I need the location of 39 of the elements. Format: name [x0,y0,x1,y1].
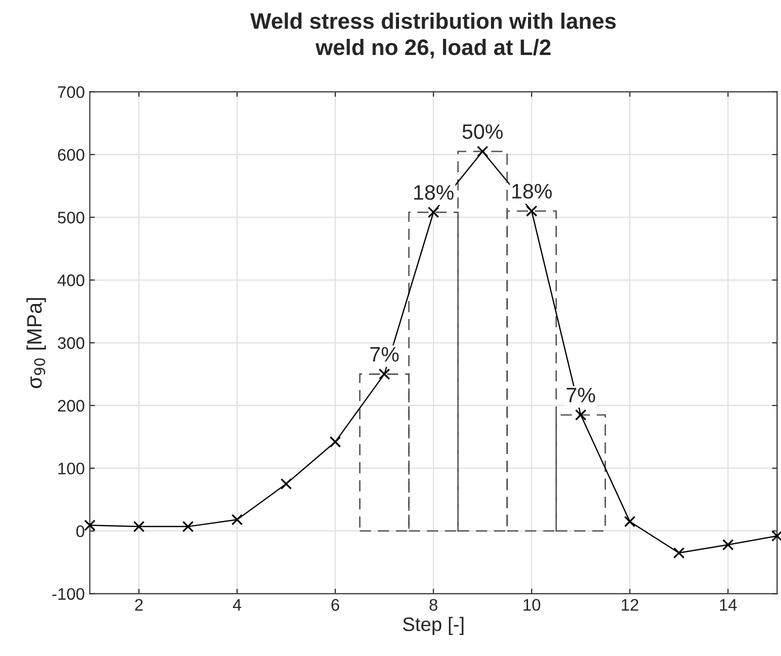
x-axis-title: Step [-] [403,616,464,635]
x-tick-label: 2 [135,598,143,611]
annotation: 18% [414,185,454,200]
y-tick-label: 300 [58,337,84,349]
x-tick-label: 10 [524,598,540,611]
point [526,205,538,217]
point [428,206,440,218]
annotation: 7% [566,388,596,402]
y-tick-label: 400 [58,274,84,286]
point [280,478,292,490]
point [575,409,586,421]
y-tick-label: 500 [58,212,84,224]
y-tick-label: 200 [58,400,84,412]
point [330,436,341,448]
y-tick-label: 100 [58,462,84,474]
y-tick-label: -100 [52,588,84,600]
point [476,146,488,158]
point [673,547,685,559]
annotation: 18% [512,184,552,199]
y-tick-label: 0 [76,525,84,538]
x-tick-label: 8 [430,598,438,611]
chart-title: Weld stress distribution with lanes [250,12,616,29]
x-tick-label: 6 [331,598,340,611]
annotation: 50% [462,124,503,139]
y-tick-label: 600 [58,148,84,161]
y-axis-title: σ$_{90}$ [MPa] [26,298,46,388]
point [182,520,194,532]
point [378,368,390,380]
point [231,514,243,526]
annotation: 7% [370,347,399,362]
x-tick-label: 4 [232,599,242,611]
point [624,516,636,528]
x-tick-label: 14 [720,599,737,611]
point [722,539,734,550]
y-tick-label: 700 [58,86,84,98]
point [133,520,145,532]
x-tick-label: 12 [622,598,638,611]
point [84,520,96,531]
chart-subtitle: weld no 26, load at L/2 [315,38,550,58]
